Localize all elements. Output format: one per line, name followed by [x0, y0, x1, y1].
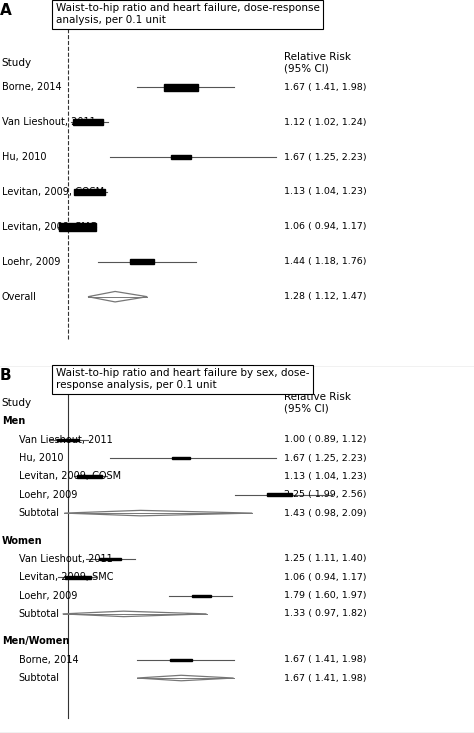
Bar: [65, 576, 91, 578]
Text: Women: Women: [2, 536, 42, 545]
Text: Loehr, 2009: Loehr, 2009: [2, 257, 60, 267]
Text: 1.13 ( 1.04, 1.23): 1.13 ( 1.04, 1.23): [284, 472, 367, 481]
Text: Subtotal: Subtotal: [18, 673, 60, 683]
Text: 1.67 ( 1.41, 1.98): 1.67 ( 1.41, 1.98): [284, 83, 367, 92]
Text: Relative Risk
(95% CI): Relative Risk (95% CI): [284, 392, 351, 414]
Text: Levitan, 2009, COSM: Levitan, 2009, COSM: [18, 471, 121, 482]
Text: 1.28 ( 1.12, 1.47): 1.28 ( 1.12, 1.47): [284, 292, 367, 301]
Text: Levitan, 2009, COSM: Levitan, 2009, COSM: [2, 187, 104, 197]
Bar: [57, 438, 79, 441]
Text: Loehr, 2009: Loehr, 2009: [18, 591, 77, 600]
Text: Borne, 2014: Borne, 2014: [2, 82, 61, 92]
Bar: [192, 594, 211, 597]
Text: Van Lieshout, 2011: Van Lieshout, 2011: [2, 117, 95, 127]
Text: Hu, 2010: Hu, 2010: [18, 453, 63, 463]
Text: 1.06 ( 0.94, 1.17): 1.06 ( 0.94, 1.17): [284, 572, 367, 582]
Text: Borne, 2014: Borne, 2014: [18, 655, 78, 665]
Text: Subtotal: Subtotal: [18, 609, 60, 619]
Bar: [164, 84, 198, 91]
Text: Levitan, 2009, SMC: Levitan, 2009, SMC: [2, 222, 96, 232]
Text: 1.25 ( 1.11, 1.40): 1.25 ( 1.11, 1.40): [284, 554, 367, 564]
Bar: [73, 119, 103, 125]
Text: Overall: Overall: [2, 292, 36, 302]
Text: Van Lieshout, 2011: Van Lieshout, 2011: [18, 435, 112, 445]
Bar: [266, 493, 292, 496]
Text: Study: Study: [2, 58, 32, 68]
Text: 1.44 ( 1.18, 1.76): 1.44 ( 1.18, 1.76): [284, 257, 367, 266]
Text: 1.67 ( 1.41, 1.98): 1.67 ( 1.41, 1.98): [284, 674, 367, 682]
X-axis label: Relative Risk: Relative Risk: [201, 391, 273, 401]
Text: Levitan, 2009, SMC: Levitan, 2009, SMC: [18, 572, 113, 582]
Text: B: B: [0, 369, 12, 383]
Text: 1.33 ( 0.97, 1.82): 1.33 ( 0.97, 1.82): [284, 609, 367, 619]
Text: A: A: [0, 4, 12, 18]
Text: 1.06 ( 0.94, 1.17): 1.06 ( 0.94, 1.17): [284, 222, 367, 232]
Text: 1.79 ( 1.60, 1.97): 1.79 ( 1.60, 1.97): [284, 591, 367, 600]
Text: 1.67 ( 1.41, 1.98): 1.67 ( 1.41, 1.98): [284, 655, 367, 664]
Text: Hu, 2010: Hu, 2010: [2, 152, 46, 162]
Text: 1.43 ( 0.98, 2.09): 1.43 ( 0.98, 2.09): [284, 509, 367, 517]
Bar: [74, 189, 105, 195]
Bar: [171, 155, 191, 159]
Text: 1.00 ( 0.89, 1.12): 1.00 ( 0.89, 1.12): [284, 435, 367, 444]
Text: Waist-to-hip ratio and heart failure, dose-response
analysis, per 0.1 unit: Waist-to-hip ratio and heart failure, do…: [56, 4, 320, 25]
Text: Van Lieshout, 2011: Van Lieshout, 2011: [18, 554, 112, 564]
Bar: [77, 475, 102, 478]
Bar: [99, 558, 121, 560]
Text: 2.25 ( 1.99, 2.56): 2.25 ( 1.99, 2.56): [284, 490, 367, 499]
Text: 1.67 ( 1.25, 2.23): 1.67 ( 1.25, 2.23): [284, 454, 367, 463]
Text: Men: Men: [2, 416, 25, 427]
Text: 1.67 ( 1.25, 2.23): 1.67 ( 1.25, 2.23): [284, 152, 367, 161]
Bar: [130, 259, 154, 264]
Text: Loehr, 2009: Loehr, 2009: [18, 490, 77, 500]
Text: Relative Risk
(95% CI): Relative Risk (95% CI): [284, 52, 351, 73]
Text: Waist-to-hip ratio and heart failure by sex, dose-
response analysis, per 0.1 un: Waist-to-hip ratio and heart failure by …: [56, 369, 310, 390]
Bar: [59, 223, 97, 231]
Bar: [170, 658, 192, 661]
Text: 1.13 ( 1.04, 1.23): 1.13 ( 1.04, 1.23): [284, 188, 367, 196]
Text: 1.12 ( 1.02, 1.24): 1.12 ( 1.02, 1.24): [284, 118, 367, 127]
Text: Study: Study: [2, 398, 32, 408]
Bar: [172, 457, 191, 459]
Text: Subtotal: Subtotal: [18, 508, 60, 518]
Text: Men/Women: Men/Women: [2, 636, 69, 647]
